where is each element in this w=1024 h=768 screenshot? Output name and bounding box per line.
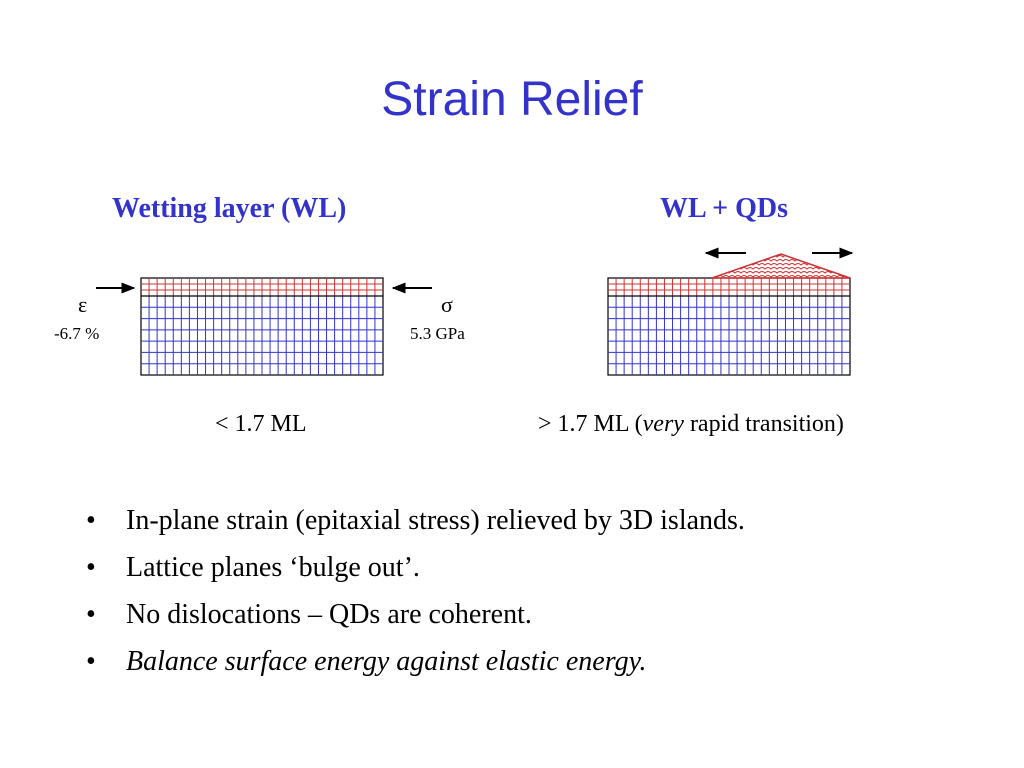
stress-symbol: σ (441, 292, 453, 317)
bullet-item: • Balance surface energy against elastic … (86, 638, 745, 685)
right-caption-suffix: rapid transition) (683, 411, 844, 437)
bullet-marker: • (86, 646, 96, 677)
island-wave-line (712, 259, 850, 262)
bullet-item: • No dislocations – QDs are coherent. (86, 591, 745, 638)
right-caption-prefix: > 1.7 ML ( (538, 411, 643, 437)
right-heading: WL + QDs (660, 193, 788, 224)
wl-qd-lattice (607, 277, 851, 376)
bullet-list: • In-plane strain (epitaxial stress) reli… (86, 497, 745, 685)
right-caption: > 1.7 ML (very rapid transition) (538, 411, 844, 438)
quantum-dot-island (711, 253, 851, 279)
left-caption: < 1.7 ML (215, 411, 307, 437)
stress-value: 5.3 GPa (410, 324, 465, 343)
bullet-marker: • (86, 505, 96, 536)
bullet-text: No dislocations – QDs are coherent. (126, 599, 532, 630)
island-wave-line (712, 255, 850, 258)
bullet-text: In-plane strain (epitaxial stress) relie… (126, 505, 745, 536)
bullet-text: Balance surface energy against elastic e… (126, 646, 647, 677)
island-wave-line (712, 267, 850, 270)
left-heading: Wetting layer (WL) (112, 193, 347, 224)
island-wave-line (712, 263, 850, 266)
right-caption-italic: very (642, 411, 684, 437)
strain-symbol: ε (78, 292, 88, 317)
wetting-layer-lattice (140, 277, 384, 376)
bullet-item: • In-plane strain (epitaxial stress) reli… (86, 497, 745, 544)
bullet-marker: • (86, 599, 96, 630)
slide-title: Strain Relief (381, 73, 643, 126)
strain-value: -6.7 % (54, 324, 100, 343)
bullet-item: • Lattice planes ‘bulge out’. (86, 544, 745, 591)
bullet-text: Lattice planes ‘bulge out’. (126, 552, 420, 583)
bullet-marker: • (86, 552, 96, 583)
island-wave-line (712, 275, 850, 278)
